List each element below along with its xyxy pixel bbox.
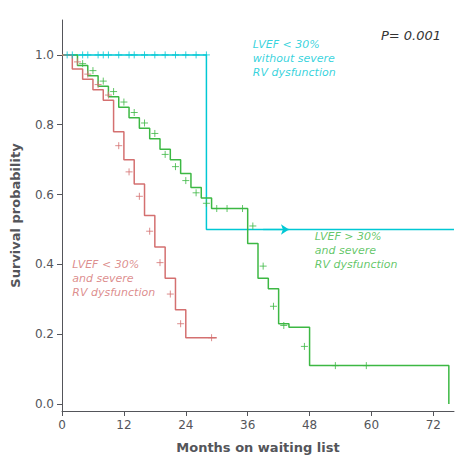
svg-text:0.4: 0.4 bbox=[35, 257, 54, 271]
svg-text:P= 0.001: P= 0.001 bbox=[381, 28, 441, 43]
svg-text:Survival probability: Survival probability bbox=[8, 143, 23, 288]
svg-text:and severe: and severe bbox=[315, 244, 376, 257]
svg-text:RV dysfunction: RV dysfunction bbox=[315, 258, 398, 271]
svg-text:60: 60 bbox=[364, 418, 379, 432]
svg-text:LVEF > 30%: LVEF > 30% bbox=[315, 230, 382, 243]
svg-text:Months on waiting list: Months on waiting list bbox=[176, 440, 339, 455]
svg-text:0.0: 0.0 bbox=[35, 397, 54, 411]
svg-text:0.6: 0.6 bbox=[35, 188, 54, 202]
svg-text:0.2: 0.2 bbox=[35, 327, 54, 341]
svg-text:LVEF < 30%: LVEF < 30% bbox=[253, 38, 320, 51]
svg-text:12: 12 bbox=[116, 418, 131, 432]
svg-text:0: 0 bbox=[58, 418, 66, 432]
svg-text:0.8: 0.8 bbox=[35, 118, 54, 132]
svg-text:48: 48 bbox=[302, 418, 317, 432]
svg-text:RV dysfunction: RV dysfunction bbox=[253, 66, 336, 79]
svg-text:24: 24 bbox=[178, 418, 193, 432]
svg-text:and severe: and severe bbox=[72, 272, 133, 285]
svg-text:LVEF < 30%: LVEF < 30% bbox=[72, 258, 139, 271]
svg-text:72: 72 bbox=[426, 418, 441, 432]
svg-text:without severe: without severe bbox=[253, 52, 335, 65]
svg-text:RV dysfunction: RV dysfunction bbox=[72, 286, 155, 299]
svg-text:36: 36 bbox=[240, 418, 255, 432]
svg-text:1.0: 1.0 bbox=[35, 48, 54, 62]
